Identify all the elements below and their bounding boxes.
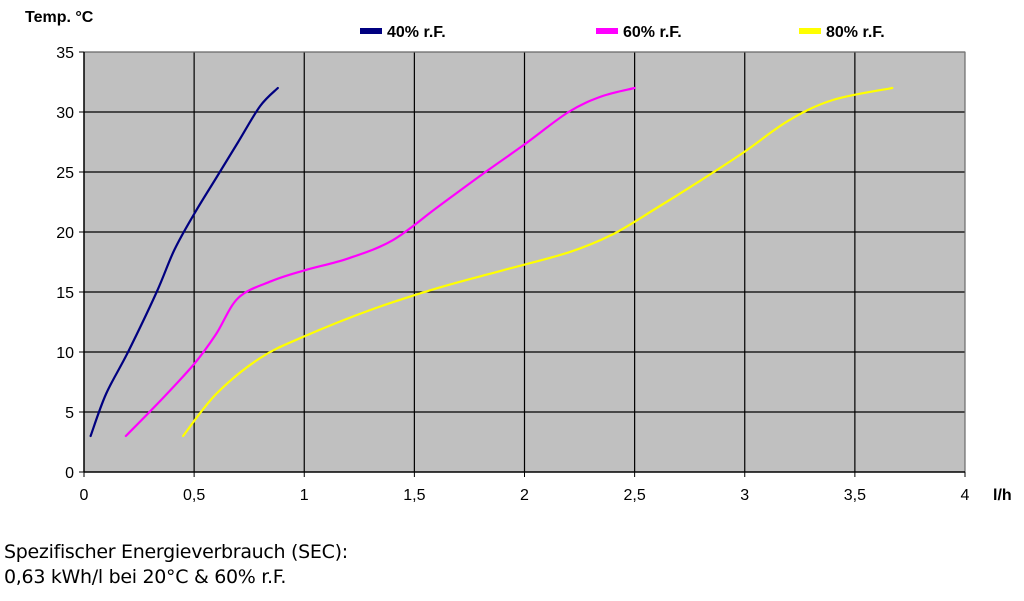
x-tick-label: 3,5 xyxy=(844,487,866,504)
series-line-40-r-f- xyxy=(89,86,279,438)
x-tick-label: 4 xyxy=(961,487,970,504)
sec-note: Spezifischer Energieverbrauch (SEC): 0,6… xyxy=(4,540,348,590)
legend-label: 40% r.F. xyxy=(387,24,446,41)
x-tick-label: 1 xyxy=(300,487,309,504)
y-tick-label: 20 xyxy=(56,225,74,242)
legend: 40% r.F. 60% r.F. 80% r.F. xyxy=(360,24,885,41)
x-tick-label: 1,5 xyxy=(403,487,425,504)
y-tick-label: 35 xyxy=(56,45,74,62)
y-tick-label: 15 xyxy=(56,285,74,302)
legend-swatch xyxy=(799,28,821,34)
series-line-80-r-f- xyxy=(182,86,894,438)
x-tick-label: 3 xyxy=(740,487,749,504)
y-axis-title: Temp. °C xyxy=(25,9,94,26)
sec-note-value: 0,63 kWh/l bei 20°C & 60% r.F. xyxy=(4,566,287,588)
x-tick-label: 2 xyxy=(520,487,529,504)
legend-swatch xyxy=(596,28,618,34)
y-tick-label: 30 xyxy=(56,105,74,122)
x-axis-ticks: 0 0,5 1 1,5 2 2,5 3 3,5 4 xyxy=(80,472,970,504)
series-line-60-r-f- xyxy=(124,86,636,438)
legend-swatch xyxy=(360,28,382,34)
x-tick-label: 2,5 xyxy=(624,487,646,504)
sec-note-title: Spezifischer Energieverbrauch (SEC): xyxy=(4,541,348,563)
y-tick-label: 25 xyxy=(56,165,74,182)
y-tick-label: 10 xyxy=(56,345,74,362)
x-tick-label: 0,5 xyxy=(183,487,205,504)
y-axis-ticks: 0 5 10 15 20 25 30 35 xyxy=(56,45,84,482)
legend-label: 60% r.F. xyxy=(623,24,682,41)
x-axis-title: l/h xyxy=(993,487,1012,504)
dehumidifier-performance-chart: 0 5 10 15 20 25 30 35 0 0,5 1 1,5 2 2,5 3 3,5 4 Temp. °… xyxy=(25,9,1012,504)
y-tick-label: 0 xyxy=(65,465,74,482)
y-tick-label: 5 xyxy=(65,405,74,422)
legend-label: 80% r.F. xyxy=(826,24,885,41)
x-tick-label: 0 xyxy=(80,487,89,504)
data-series xyxy=(89,86,894,438)
